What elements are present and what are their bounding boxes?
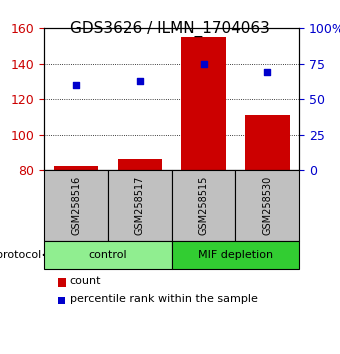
Text: GSM258516: GSM258516 [71, 176, 81, 235]
Text: GSM258517: GSM258517 [135, 176, 145, 235]
Point [265, 69, 270, 75]
Text: GSM258530: GSM258530 [262, 176, 272, 235]
Text: count: count [70, 276, 101, 286]
Bar [181, 37, 226, 170]
Point [137, 78, 142, 84]
Text: GDS3626 / ILMN_1704063: GDS3626 / ILMN_1704063 [70, 21, 270, 38]
Point [73, 82, 79, 88]
Text: GSM258515: GSM258515 [199, 176, 208, 235]
Bar [54, 166, 98, 170]
Text: percentile rank within the sample: percentile rank within the sample [70, 294, 258, 304]
Point [201, 61, 206, 67]
Text: protocol: protocol [0, 250, 41, 260]
Text: MIF depletion: MIF depletion [198, 250, 273, 260]
Text: control: control [89, 250, 127, 260]
Bar [245, 115, 290, 170]
Bar [118, 159, 162, 170]
